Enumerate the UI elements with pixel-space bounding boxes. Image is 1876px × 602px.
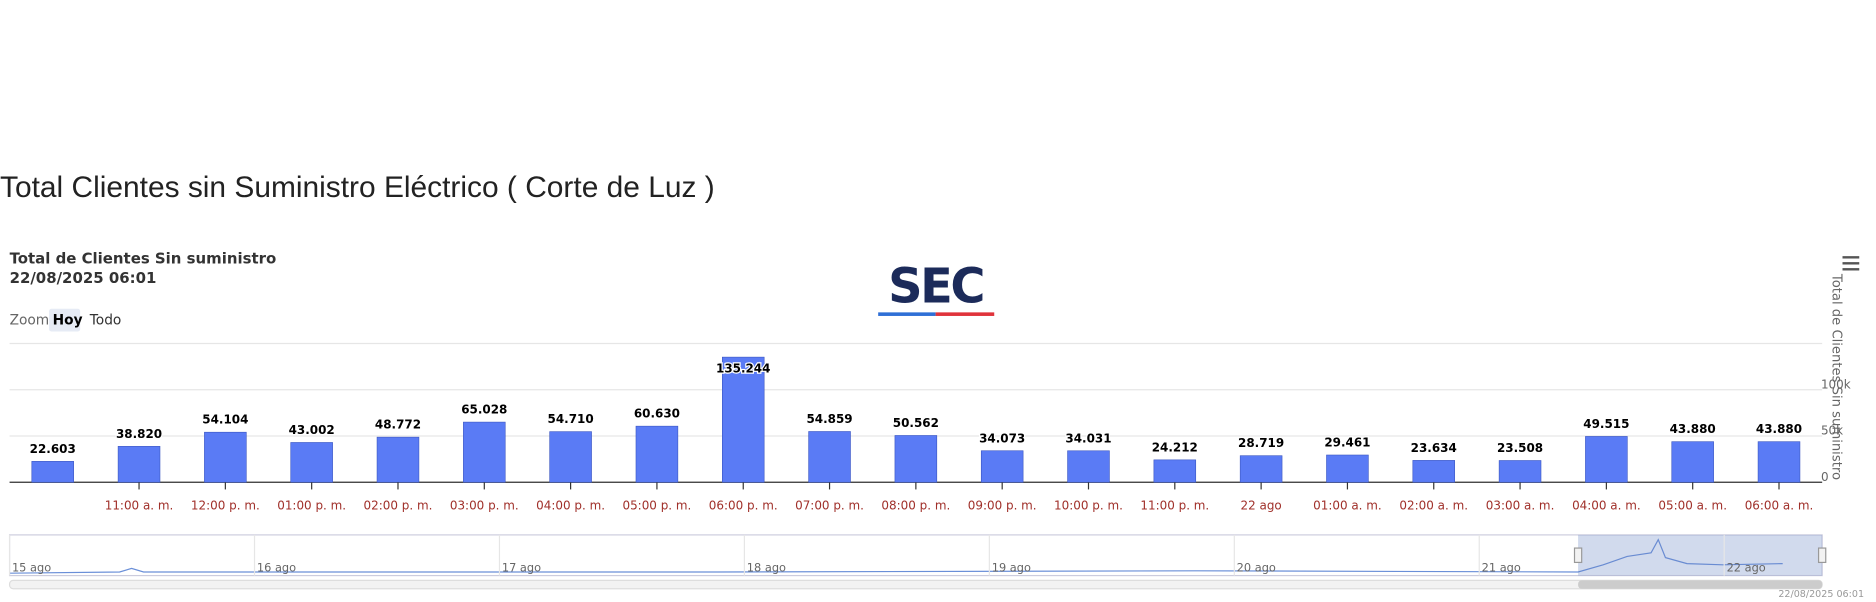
zoom-button-label[interactable]: Hoy (53, 313, 83, 329)
credits: 22/08/2025 06:01 (1778, 589, 1864, 600)
navigator-range[interactable] (1578, 534, 1823, 576)
data-label: 54.859 (806, 412, 852, 426)
bar (722, 356, 765, 483)
logo-text: SEC (888, 260, 983, 315)
page-title: Total Clientes sin Suministro Eléctrico … (0, 171, 715, 204)
navigator-label: 18 ago (747, 560, 786, 574)
navigator-label: 20 ago (1237, 560, 1276, 574)
bar (1498, 460, 1542, 483)
data-label: 65.028 (461, 403, 507, 417)
data-label: 135.244 (716, 362, 770, 376)
x-tick-label: 11:00 a. m. (105, 499, 174, 513)
bar (463, 421, 506, 483)
menu-button[interactable] (1842, 256, 1860, 271)
bar (1239, 455, 1283, 483)
bar (376, 436, 420, 483)
navigator-label: 16 ago (257, 560, 296, 574)
bar (635, 425, 679, 483)
scrollbar-thumb[interactable] (1578, 580, 1823, 589)
logo: SEC (878, 260, 995, 316)
data-label: 43.880 (1670, 422, 1716, 436)
navigator-label: 17 ago (502, 560, 541, 574)
navigator-label: 22 ago (1727, 560, 1766, 574)
x-tick-label: 03:00 p. m. (450, 499, 519, 513)
bar (808, 431, 851, 483)
x-tick-label: 06:00 a. m. (1745, 499, 1814, 513)
navigator-handle[interactable] (1573, 547, 1583, 564)
bar (980, 450, 1024, 483)
data-label: 38.820 (116, 427, 162, 441)
x-tick-label: 10:00 p. m. (1054, 499, 1123, 513)
bar (117, 446, 161, 483)
chart-title: Total de Clientes Sin suministro (10, 250, 277, 268)
data-label: 23.634 (1411, 441, 1457, 455)
x-tick-label: 03:00 a. m. (1486, 499, 1555, 513)
navigator-line (9, 538, 1783, 574)
data-label: 28.719 (1238, 436, 1284, 450)
bar (31, 461, 74, 483)
y-tick-label: 0 (1821, 470, 1829, 484)
x-tick-label: 09:00 p. m. (968, 499, 1037, 513)
chart-subtitle: 22/08/2025 06:01 (10, 269, 157, 287)
data-label: 50.562 (893, 416, 939, 430)
bar (1153, 459, 1197, 483)
x-tick-label: 07:00 p. m. (795, 499, 864, 513)
x-tick-label: 08:00 p. m. (881, 499, 950, 513)
x-tick-label: 02:00 a. m. (1399, 499, 1468, 513)
data-label: 23.508 (1497, 441, 1543, 455)
bar (1757, 441, 1801, 483)
x-tick-label: 12:00 p. m. (191, 499, 260, 513)
x-tick-label: 04:00 a. m. (1572, 499, 1641, 513)
data-label: 24.212 (1152, 440, 1198, 454)
y-tick-label: 100k (1821, 377, 1851, 391)
data-label: 49.515 (1583, 417, 1629, 431)
y-axis-title: Total de Clientes Sin suministro (1829, 273, 1844, 480)
logo-stripe (878, 312, 936, 316)
x-tick-label: 02:00 p. m. (364, 499, 433, 513)
navigator-label: 21 ago (1482, 560, 1521, 574)
data-label: 54.710 (548, 412, 594, 426)
data-label: 34.031 (1065, 431, 1111, 445)
bar (549, 431, 592, 483)
bar (1671, 441, 1714, 483)
data-label: 60.630 (634, 407, 680, 421)
data-label: 34.073 (979, 431, 1025, 445)
navigator: 15 ago 16 ago 17 ago 18 ago 19 ago 20 ago 21 a… (8, 534, 1827, 590)
bar (1585, 436, 1628, 483)
bar (1412, 460, 1455, 483)
bar (1067, 450, 1110, 483)
x-tick-label: 11:00 p. m. (1140, 499, 1209, 513)
x-tick-label: 04:00 p. m. (536, 499, 605, 513)
data-label: 48.772 (375, 418, 421, 432)
x-tick-label: 01:00 a. m. (1313, 499, 1382, 513)
x-tick-label: 05:00 p. m. (622, 499, 691, 513)
zoom-button[interactable] (49, 308, 81, 332)
x-tick-label: 05:00 a. m. (1658, 499, 1727, 513)
logo-stripe (935, 312, 995, 316)
zoom-label: Zoom (10, 313, 50, 329)
navigator-label: 19 ago (992, 560, 1031, 574)
navigator-label: 15 ago (12, 560, 51, 574)
menu-bar (1842, 268, 1860, 271)
x-tick-label: 22 ago (1240, 499, 1281, 513)
data-label: 22.603 (30, 442, 76, 456)
zoom-button-label[interactable]: Todo (89, 313, 122, 329)
scrollbar-track[interactable] (8, 579, 1823, 590)
data-label: 43.002 (289, 423, 335, 437)
bar (894, 435, 938, 483)
menu-bar (1842, 262, 1860, 265)
x-tick-label: 06:00 p. m. (709, 499, 778, 513)
menu-bar (1842, 256, 1860, 259)
bar (290, 442, 333, 483)
x-tick-label: 01:00 p. m. (277, 499, 346, 513)
bar (1326, 454, 1369, 483)
data-label: 29.461 (1324, 436, 1370, 450)
y-tick-label: 50k (1821, 424, 1843, 438)
bar (204, 431, 247, 483)
data-label: 43.880 (1756, 422, 1802, 436)
data-label: 54.104 (202, 413, 248, 427)
navigator-handle[interactable] (1817, 547, 1827, 564)
